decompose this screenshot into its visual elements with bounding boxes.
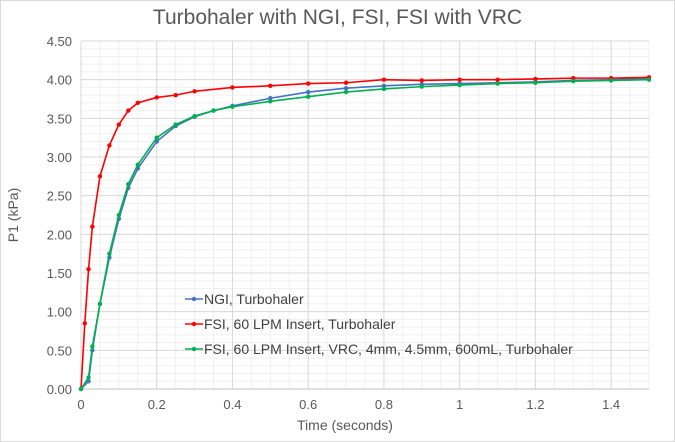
y-tick-label: 2.50 <box>47 189 72 204</box>
data-point <box>135 162 140 167</box>
data-point <box>533 80 538 85</box>
data-point <box>211 108 216 113</box>
data-point <box>533 76 538 82</box>
x-tick-label: 0.4 <box>223 397 241 412</box>
y-tick-label: 4.00 <box>47 73 72 88</box>
data-point <box>116 212 122 218</box>
data-point <box>495 81 500 86</box>
x-tick-label: 1.2 <box>526 397 544 412</box>
data-point <box>457 82 462 88</box>
data-point <box>343 89 349 95</box>
data-point <box>381 86 387 92</box>
x-tick-label: 1 <box>456 397 463 412</box>
x-tick-label: 0.8 <box>375 397 393 412</box>
data-point <box>173 92 178 98</box>
data-point <box>495 77 500 82</box>
data-point <box>419 78 424 83</box>
data-point <box>97 174 103 179</box>
data-point <box>126 108 131 113</box>
data-point <box>90 344 95 349</box>
data-point <box>78 386 84 392</box>
data-point <box>154 95 159 100</box>
data-point <box>107 143 112 148</box>
y-axis-label: P1 (kPa) <box>5 188 21 242</box>
data-point <box>82 321 87 326</box>
x-axis-label: Time (seconds) <box>297 417 393 433</box>
data-point <box>457 77 462 82</box>
data-point <box>90 224 95 229</box>
data-point <box>86 266 91 272</box>
legend-marker <box>191 346 197 352</box>
data-point <box>571 79 576 84</box>
data-point <box>571 75 576 81</box>
x-tick-label: 0.6 <box>299 397 317 412</box>
chart-title: Turbohaler with NGI, FSI, FSI with VRC <box>152 6 523 29</box>
data-point <box>86 375 91 380</box>
legend-entry: FSI, 60 LPM Insert, VRC, 4mm, 4.5mm, 600… <box>204 341 573 357</box>
y-tick-label: 3.00 <box>47 150 72 165</box>
data-point <box>343 80 349 85</box>
data-point <box>230 104 235 109</box>
data-point <box>97 301 103 307</box>
data-point <box>135 100 140 106</box>
y-tick-label: 0.00 <box>47 382 72 397</box>
data-point <box>126 181 131 187</box>
x-tick-label: 0.2 <box>148 397 166 412</box>
data-point <box>268 99 273 104</box>
data-point <box>419 84 424 89</box>
x-tick-label: 1.4 <box>602 397 620 412</box>
y-tick-label: 3.50 <box>47 111 72 126</box>
legend-marker <box>191 296 197 302</box>
data-point <box>173 122 178 127</box>
data-point <box>192 89 197 94</box>
data-point <box>343 85 349 91</box>
series-line-2 <box>80 78 650 390</box>
y-tick-label: 1.50 <box>47 266 72 281</box>
data-point <box>646 77 652 82</box>
data-point <box>381 83 387 89</box>
legend-entry: FSI, 60 LPM Insert, Turbohaler <box>204 316 396 332</box>
legend-entry: NGI, Turbohaler <box>204 291 304 307</box>
data-point <box>608 78 614 83</box>
data-point <box>268 96 273 101</box>
data-point <box>230 85 235 90</box>
data-point <box>306 81 311 86</box>
y-tick-label: 2.00 <box>47 227 72 242</box>
y-tick-label: 4.50 <box>47 34 72 49</box>
data-point <box>192 113 197 119</box>
data-point <box>107 251 112 256</box>
data-point <box>116 122 122 127</box>
y-tick-label: 1.00 <box>47 305 72 320</box>
data-point <box>154 135 159 140</box>
data-point <box>381 77 387 82</box>
data-point <box>306 89 311 95</box>
series-line-1 <box>80 76 650 390</box>
data-point <box>268 83 273 89</box>
data-point <box>306 94 311 99</box>
legend-marker <box>191 321 197 327</box>
x-tick-label: 0 <box>77 397 84 412</box>
y-tick-label: 0.50 <box>47 343 72 358</box>
